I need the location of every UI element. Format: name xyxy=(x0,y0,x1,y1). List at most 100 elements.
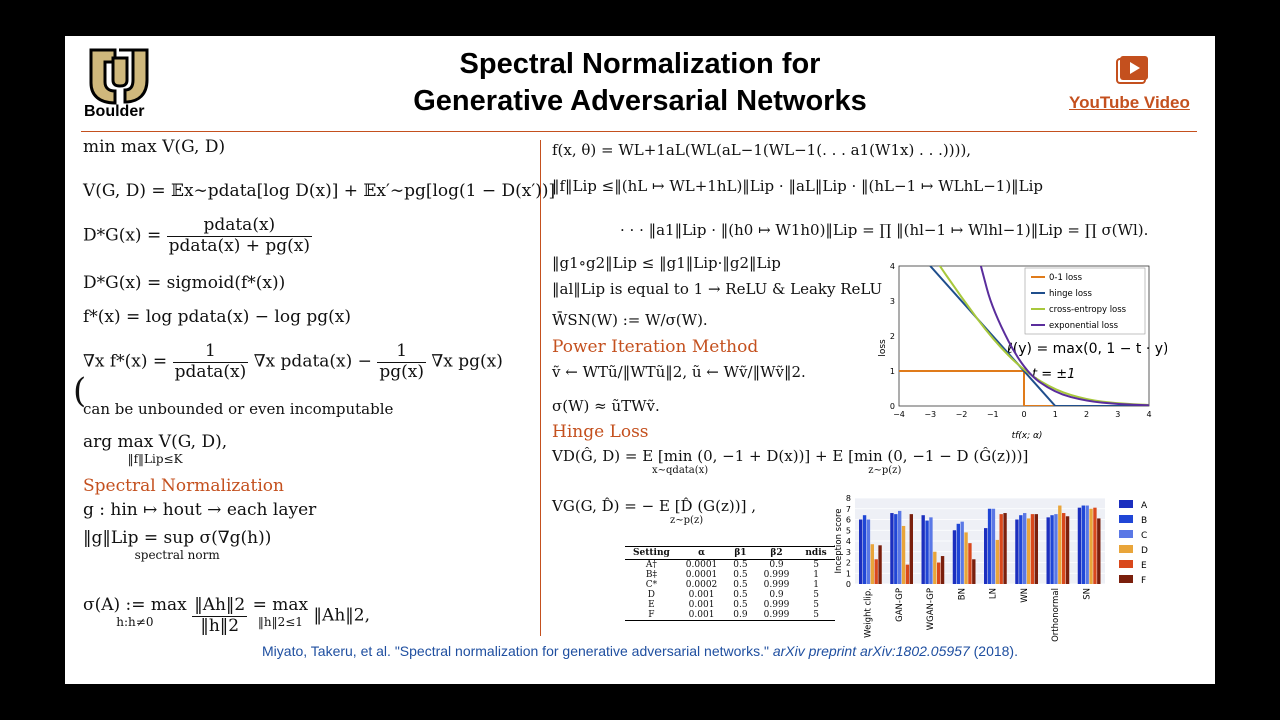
bar-B xyxy=(988,509,991,584)
table-cell: 5 xyxy=(797,560,834,571)
bar-B xyxy=(1019,515,1022,584)
loss-plot-xtick: 2 xyxy=(1084,410,1089,419)
legend-label: 0-1 loss xyxy=(1049,273,1083,283)
header-divider xyxy=(81,131,1197,132)
heading-power-iteration: Power Iteration Method xyxy=(552,337,758,357)
slide: Boulder Spectral Normalization for Gener… xyxy=(65,36,1215,684)
bar-A xyxy=(1047,517,1050,584)
bar-D xyxy=(933,552,936,584)
right-eq-sigma-approx: σ(W) ≈ ũTWṽ. xyxy=(552,398,660,415)
bar-E xyxy=(1031,514,1034,584)
logo-text: Boulder xyxy=(84,103,144,121)
table-cell: 0.0001 xyxy=(678,570,726,580)
bar-category-label: LN xyxy=(989,588,999,599)
title-line-2: Generative Adversarial Networks xyxy=(365,83,915,120)
loss-plot-ylabel: loss xyxy=(878,339,888,357)
loss-plot-ytick: 4 xyxy=(890,262,895,271)
table-cell: 0.001 xyxy=(678,590,726,600)
bar-E xyxy=(875,559,878,584)
table-header-1: α xyxy=(678,547,726,560)
table-cell: 0.5 xyxy=(725,560,755,571)
left-eq-sigmoid: D*G(x) = sigmoid(f*(x)) xyxy=(83,274,285,294)
table-cell: 0.001 xyxy=(678,610,726,621)
bar-legend-swatch xyxy=(1119,515,1133,523)
loss-plot-xtick: 3 xyxy=(1115,410,1120,419)
table-cell: 0.5 xyxy=(725,590,755,600)
loss-plot-xtick: −3 xyxy=(924,410,936,419)
bar-ytick: 2 xyxy=(846,559,851,568)
bar-E xyxy=(1093,508,1096,584)
bar-E xyxy=(1062,513,1065,584)
bar-legend-label: B xyxy=(1141,516,1147,526)
table-cell: 0.5 xyxy=(725,600,755,610)
loss-series-0-1-loss xyxy=(899,371,1149,406)
bar-C xyxy=(898,511,901,584)
table-cell: 0.999 xyxy=(756,570,798,580)
bar-category-label: BN xyxy=(957,588,967,600)
bar-ytick: 3 xyxy=(846,548,851,557)
bar-legend-swatch xyxy=(1119,530,1133,538)
bar-C xyxy=(1054,514,1057,584)
bar-category-label: Weight clip. xyxy=(864,588,874,638)
table-cell: A† xyxy=(625,560,678,571)
left-eq-minmax: min max V(G, D) xyxy=(83,138,225,158)
bar-category-label: Orthonormal xyxy=(1051,588,1061,642)
right-eq-lip-bound: ‖f‖Lip ≤‖(hL ↦ WL+1hL)‖Lip · ‖aL‖Lip · ‖… xyxy=(552,178,1043,195)
bar-F xyxy=(1066,516,1069,584)
table-cell: 0.0001 xyxy=(678,560,726,571)
loss-plot-xtick: 0 xyxy=(1021,410,1026,419)
bar-ytick: 0 xyxy=(846,580,851,589)
table-cell: 0.0002 xyxy=(678,580,726,590)
loss-plot-xtick: 4 xyxy=(1146,410,1151,419)
left-eq-spectral-norm-def: σ(A) := max h:h≠0 ‖Ah‖2 ‖h‖2 = max ‖h‖2≤1 ‖… xyxy=(83,596,370,636)
bar-D xyxy=(1058,506,1061,584)
bar-category-label: SN xyxy=(1082,588,1092,600)
bar-A xyxy=(1078,508,1081,584)
legend-label: cross-entropy loss xyxy=(1049,305,1127,315)
right-eq-discriminator-loss: VD(Ĝ, D) = E [min (0, −1 + D(x))] + E [m… xyxy=(552,448,1028,477)
left-note-unbounded: can be unbounded or even incomputable xyxy=(83,401,393,418)
table-cell: E xyxy=(625,600,678,610)
bar-D xyxy=(902,526,905,584)
bar-ytick: 4 xyxy=(846,537,851,546)
bar-ytick: 5 xyxy=(846,526,851,535)
table-cell: F xyxy=(625,610,678,621)
right-eq-network: f(x, θ) = WL+1aL(WL(aL−1(WL−1(. . . a1(W… xyxy=(552,142,971,159)
loss-plot-formula: ℓ(y) = max(0, 1 − t · y) xyxy=(1006,341,1167,357)
bar-A xyxy=(922,515,925,584)
video-play-icon[interactable] xyxy=(1114,48,1154,88)
bar-D xyxy=(1089,509,1092,584)
bar-D xyxy=(871,544,874,584)
bar-ylabel: Inception score xyxy=(834,508,844,573)
bar-C xyxy=(1023,513,1026,584)
bar-category-label: WGAN-GP xyxy=(926,588,936,630)
heading-hinge-loss: Hinge Loss xyxy=(552,422,649,442)
table-cell: 5 xyxy=(797,600,834,610)
bar-B xyxy=(894,514,897,584)
right-eq-sn-weight: W̄SN(W) := W/σ(W). xyxy=(552,312,708,329)
loss-plot-ytick: 0 xyxy=(890,402,895,411)
youtube-video-link[interactable]: YouTube Video xyxy=(1069,93,1190,113)
bar-B xyxy=(925,521,928,584)
left-eq-lipschitz-sup: ‖g‖Lip = sup σ(∇g(h)) spectral norm xyxy=(83,529,271,562)
bar-legend-swatch xyxy=(1119,575,1133,583)
table-cell: 0.001 xyxy=(678,600,726,610)
table-row: B‡ 0.0001 0.5 0.999 1 xyxy=(625,570,835,580)
table-cell: 0.9 xyxy=(756,560,798,571)
bar-D xyxy=(1027,518,1030,584)
bar-category-label: GAN-GP xyxy=(895,588,905,622)
table-cell: 5 xyxy=(797,610,834,621)
bar-C xyxy=(961,522,964,584)
table-row: C* 0.0002 0.5 0.999 1 xyxy=(625,580,835,590)
bar-D xyxy=(996,540,999,584)
loss-function-plot: loss tf(x; α) ℓ(y) = max(0, 1 − t · y) t… xyxy=(877,258,1167,442)
loss-plot-xtick: 1 xyxy=(1053,410,1058,419)
table-header-4: ndis xyxy=(797,547,834,560)
left-eq-fstar: f*(x) = log pdata(x) − log pg(x) xyxy=(83,308,351,328)
citation: Miyato, Takeru, et al. "Spectral normali… xyxy=(65,643,1215,659)
loss-plot-ytick: 1 xyxy=(890,367,895,376)
bar-D xyxy=(964,532,967,584)
bar-legend-label: A xyxy=(1141,501,1148,511)
bar-E xyxy=(937,563,940,585)
right-eq-activation-lip: ‖al‖Lip is equal to 1 → ReLU & Leaky ReL… xyxy=(552,281,882,298)
